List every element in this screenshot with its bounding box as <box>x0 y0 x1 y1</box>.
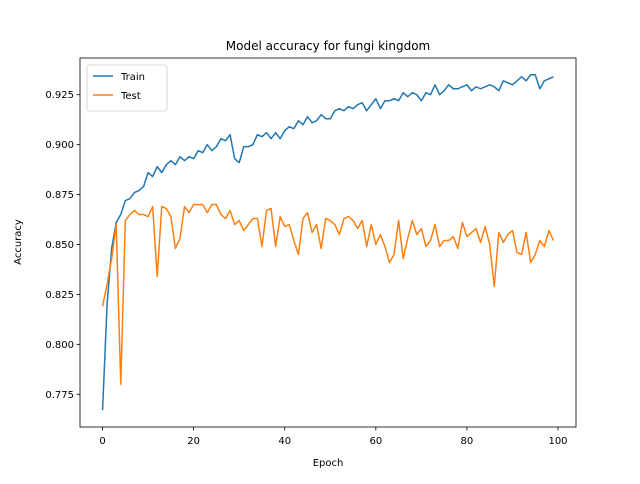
y-tick-label: 0.925 <box>45 90 74 101</box>
legend-label: Train <box>120 72 145 83</box>
line-series <box>101 203 555 386</box>
x-tick-label: 100 <box>548 436 567 447</box>
x-tick-label: 40 <box>278 436 291 447</box>
y-tick-label: 0.875 <box>45 190 74 201</box>
y-tick-label: 0.825 <box>45 290 74 301</box>
x-tick-label: 80 <box>461 436 474 447</box>
x-tick-label: 0 <box>99 436 105 447</box>
y-tick-label: 0.775 <box>45 390 74 401</box>
line-series <box>101 74 554 411</box>
chart-title: Model accuracy for fungi kingdom <box>226 39 430 53</box>
x-tick-label: 20 <box>187 436 200 447</box>
y-axis-label: Accuracy <box>13 219 24 265</box>
y-tick-label: 0.850 <box>45 240 74 251</box>
legend-label: Test <box>120 91 141 102</box>
y-tick-label: 0.900 <box>45 140 74 151</box>
y-tick-label: 0.800 <box>45 340 74 351</box>
plot-frame <box>79 57 577 428</box>
x-axis-label: Epoch <box>313 458 344 469</box>
x-tick-label: 60 <box>369 436 382 447</box>
